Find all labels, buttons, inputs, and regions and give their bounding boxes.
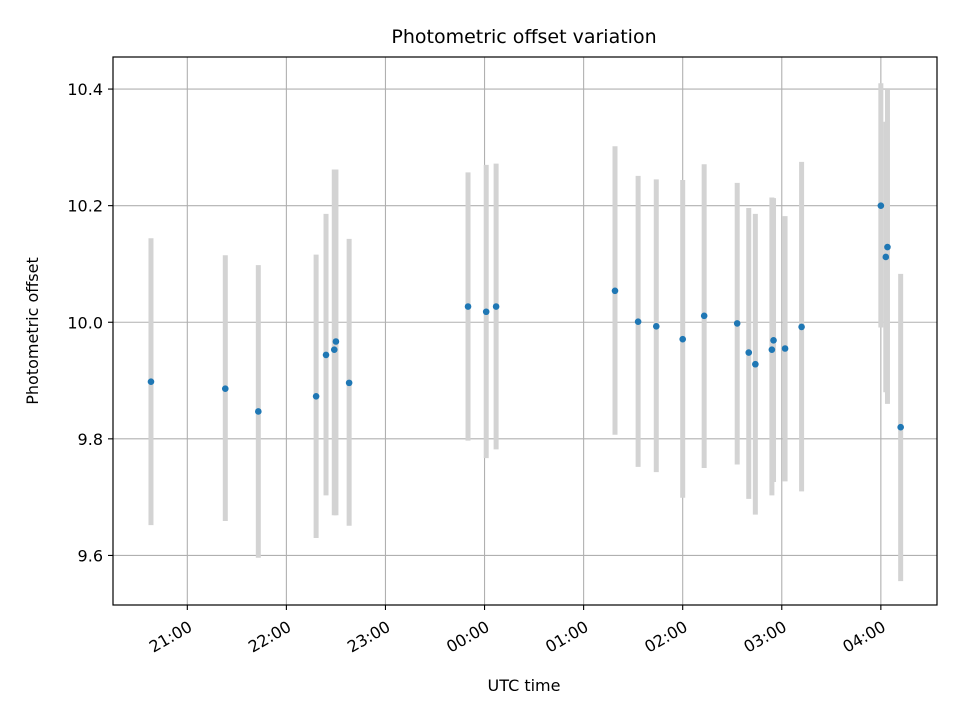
x-axis-label: UTC time: [488, 676, 561, 695]
y-axis-ticks: 9.6 9.8 10.0 10.2 10.4: [67, 80, 113, 565]
y-tick-label: 10.4: [67, 80, 103, 99]
y-tick-label: 9.8: [78, 430, 103, 449]
data-point: [482, 308, 490, 316]
data-point: [745, 349, 753, 356]
data-point: [781, 345, 789, 352]
data-point: [733, 320, 741, 327]
data-point: [330, 346, 338, 353]
data-point: [752, 360, 759, 368]
data-point: [884, 243, 891, 251]
data-points: [147, 202, 904, 431]
data-point: [700, 312, 708, 320]
data-point: [770, 337, 777, 344]
data-point: [345, 379, 353, 387]
data-point: [464, 303, 472, 310]
grid: [113, 57, 937, 605]
data-point: [768, 346, 776, 353]
data-point: [147, 378, 155, 386]
data-point: [634, 318, 642, 325]
chart-title: Photometric offset variation: [391, 26, 656, 48]
data-point: [877, 202, 885, 209]
y-tick-label: 10.0: [67, 313, 103, 332]
data-point: [312, 392, 320, 400]
data-point: [679, 335, 686, 343]
data-point: [897, 423, 904, 431]
data-point: [798, 323, 805, 331]
data-point: [492, 303, 500, 310]
data-point: [255, 408, 262, 415]
data-point: [332, 338, 340, 345]
plot-frame: [112, 56, 938, 606]
data-point: [611, 287, 619, 295]
data-point: [322, 351, 330, 359]
data-point: [882, 253, 890, 261]
y-tick-label: 10.2: [67, 197, 103, 216]
y-tick-label: 9.6: [78, 546, 103, 565]
y-axis-label: Photometric offset: [23, 257, 42, 405]
data-point: [652, 323, 660, 330]
data-point: [221, 385, 229, 393]
